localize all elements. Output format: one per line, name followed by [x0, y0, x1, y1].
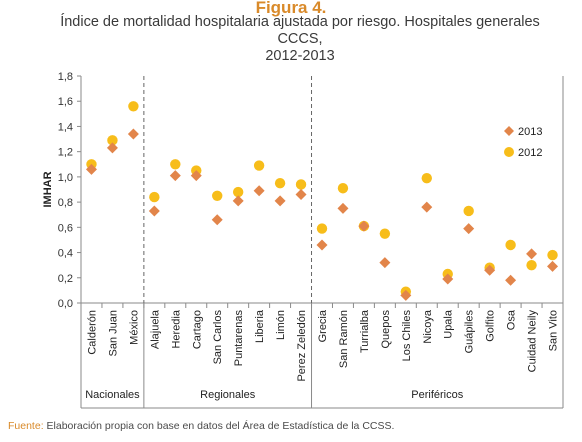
point-2013: [337, 202, 349, 214]
x-tick-label: San Ramón: [338, 310, 350, 368]
point-2013: [358, 220, 370, 232]
x-tick-label: Guápiles: [464, 310, 476, 354]
point-2013: [253, 185, 265, 197]
x-tick-label: San Carlos: [212, 310, 224, 365]
chart-title: Índice de mortalidad hospitalaria ajusta…: [40, 14, 560, 65]
y-tick-label: 1,4: [58, 121, 73, 133]
point-2013: [274, 195, 286, 207]
point-2013: [127, 128, 139, 140]
x-tick-label: San Vito: [548, 310, 560, 351]
y-tick-label: 0,8: [58, 197, 73, 209]
point-2012: [149, 191, 160, 203]
x-tick-label: Golfito: [485, 310, 497, 342]
y-tick-label: 1,2: [58, 147, 73, 159]
point-2012: [170, 159, 181, 170]
x-tick-label: Liberia: [254, 309, 266, 343]
point-2012: [547, 249, 558, 261]
y-tick-label: 1,0: [58, 172, 73, 184]
point-2012: [421, 172, 432, 184]
x-tick-label: Los Chiles: [401, 310, 413, 362]
x-tick-label: San Juan: [107, 310, 119, 356]
point-2013: [505, 274, 517, 286]
y-tick-label: 0,2: [58, 273, 73, 285]
y-tick-label: 0,4: [58, 248, 73, 260]
point-2012: [274, 177, 286, 189]
x-tick-label: Osa: [506, 309, 518, 330]
chart-title-line1: Índice de mortalidad hospitalaria ajusta…: [60, 14, 540, 47]
x-tick-label: Calderón: [86, 310, 98, 355]
point-2012: [505, 239, 516, 251]
group-label: Regionales: [200, 389, 256, 401]
source-key: Fuente:: [8, 420, 44, 432]
point-2013: [190, 170, 202, 182]
point-2013: [295, 189, 307, 201]
group-label: Nacionales: [85, 389, 140, 401]
y-tick-label: 0,6: [58, 222, 73, 234]
y-tick-label: 1,8: [58, 71, 73, 83]
point-2012: [337, 183, 349, 194]
source-text: Elaboración propia con base en datos del…: [43, 420, 395, 432]
figure-label: Figura 4.: [255, 0, 327, 17]
point-2012: [316, 223, 328, 234]
point-2013: [106, 142, 118, 154]
x-tick-label: Cuidad Neily: [527, 310, 539, 373]
legend-label-2013: 2013: [518, 126, 542, 138]
point-2013: [85, 163, 97, 175]
point-2013: [316, 239, 328, 251]
x-tick-label: Limón: [275, 310, 287, 340]
x-tick-label: Turrialba: [359, 309, 371, 353]
legend-marker-2012: [504, 147, 514, 157]
point-2013: [421, 201, 433, 213]
legend-label-2012: 2012: [518, 147, 542, 159]
group-label: Periféricos: [411, 389, 463, 401]
x-tick-label: Alajuela: [149, 309, 161, 349]
point-2012: [295, 179, 307, 190]
x-tick-label: Quepos: [380, 310, 392, 349]
point-2013: [400, 289, 412, 301]
source-note: Fuente: Elaboración propia con base en d…: [8, 420, 394, 432]
point-2012: [379, 228, 391, 239]
point-2013: [232, 195, 244, 207]
point-2013: [169, 170, 181, 182]
point-2013: [526, 248, 538, 260]
point-2012: [526, 259, 537, 271]
point-2012: [253, 160, 265, 171]
y-tick-label: 0,0: [58, 298, 73, 310]
y-axis-title: IMHAR: [42, 171, 54, 207]
point-2013: [547, 260, 559, 272]
point-2012: [212, 190, 223, 202]
point-2012: [128, 101, 139, 112]
x-tick-label: Grecia: [317, 309, 329, 342]
y-tick-label: 1,6: [58, 96, 73, 108]
point-2013: [379, 257, 391, 269]
x-tick-label: México: [128, 310, 140, 345]
x-tick-label: Cartago: [191, 310, 203, 349]
point-2013: [211, 214, 223, 226]
x-tick-label: Nicoya: [422, 309, 434, 344]
x-tick-label: Puntarenas: [233, 310, 245, 367]
x-tick-label: Upala: [443, 309, 455, 339]
point-2012: [463, 205, 474, 217]
point-2012: [107, 135, 118, 146]
point-2012: [232, 186, 244, 198]
legend-marker-2013: [504, 126, 514, 136]
x-tick-label: Heredia: [170, 309, 182, 348]
chart-title-line2: 2012-2013: [265, 48, 335, 64]
x-tick-label: Perez Zeledón: [296, 310, 308, 382]
point-2013: [148, 205, 160, 217]
point-2013: [484, 264, 496, 276]
point-2013: [442, 273, 454, 285]
point-2013: [463, 223, 475, 235]
